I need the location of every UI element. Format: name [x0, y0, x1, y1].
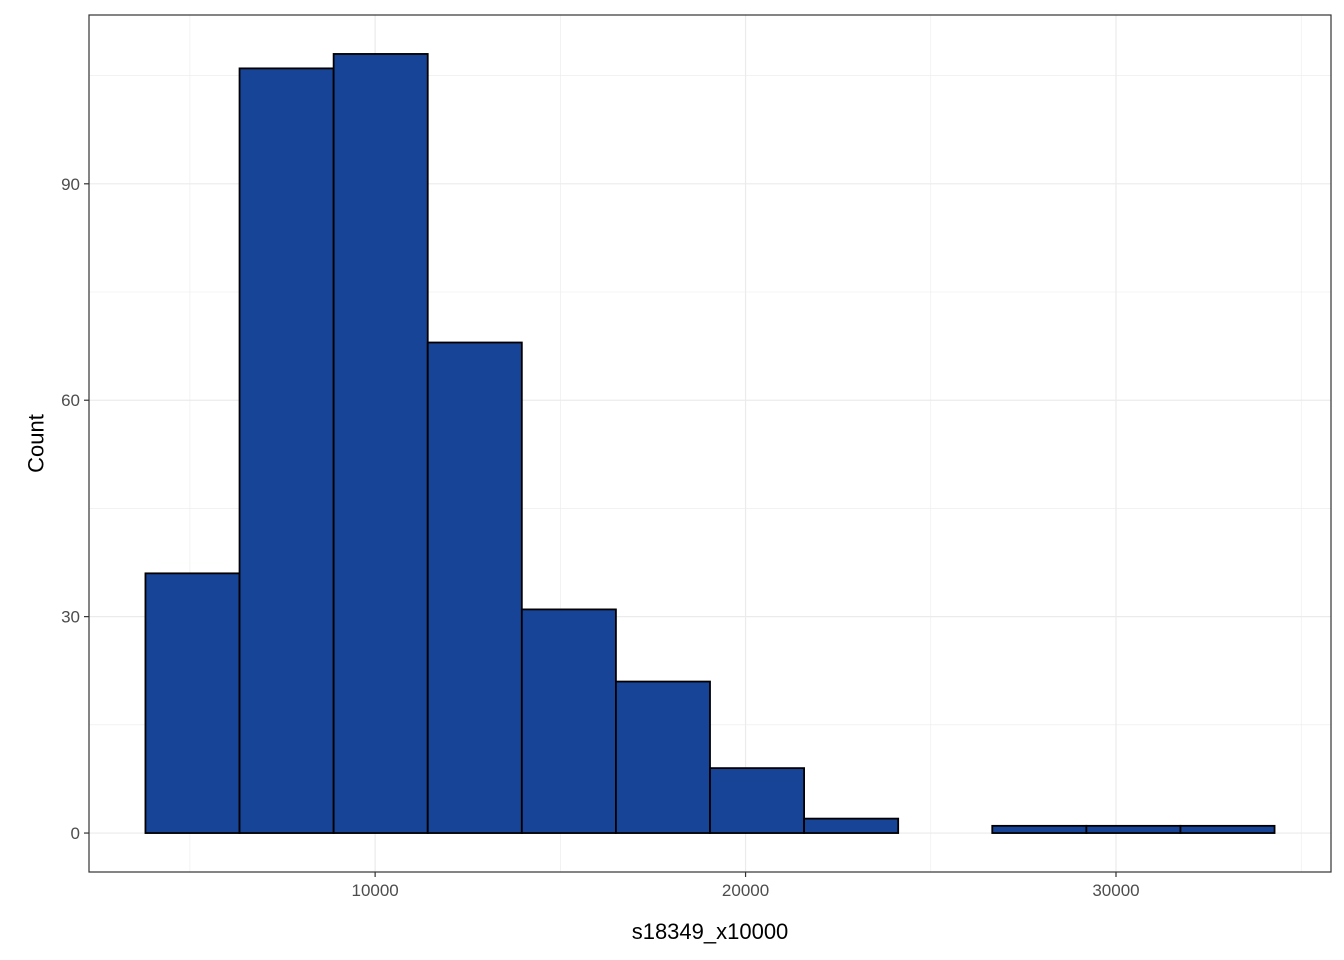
- x-axis: 10000 20000 30000: [351, 872, 1140, 900]
- y-tick-label: 60: [61, 391, 80, 410]
- y-axis: 0 30 60 90: [61, 175, 89, 843]
- x-tick-label: 10000: [351, 881, 398, 900]
- histogram-bar: [426, 341, 523, 834]
- x-axis-title: s18349_x10000: [632, 919, 789, 944]
- histogram-bar: [144, 572, 241, 834]
- histogram-bar: [615, 680, 711, 834]
- y-axis-title: Count: [24, 414, 49, 473]
- y-tick-label: 90: [61, 175, 80, 194]
- histogram-bar: [1085, 824, 1182, 834]
- bars: [144, 53, 1276, 834]
- histogram-bar: [803, 817, 900, 834]
- histogram-bar: [332, 53, 429, 834]
- x-tick-label: 30000: [1092, 881, 1139, 900]
- histogram-bar: [238, 67, 335, 834]
- histogram-bar: [991, 824, 1088, 834]
- y-tick-label: 30: [61, 608, 80, 627]
- histogram-bar: [1179, 824, 1276, 834]
- histogram-bar: [520, 608, 617, 834]
- panel-border: [88, 14, 1332, 873]
- x-tick-label: 20000: [722, 881, 769, 900]
- histogram-bar: [709, 767, 805, 834]
- y-tick-label: 0: [71, 824, 80, 843]
